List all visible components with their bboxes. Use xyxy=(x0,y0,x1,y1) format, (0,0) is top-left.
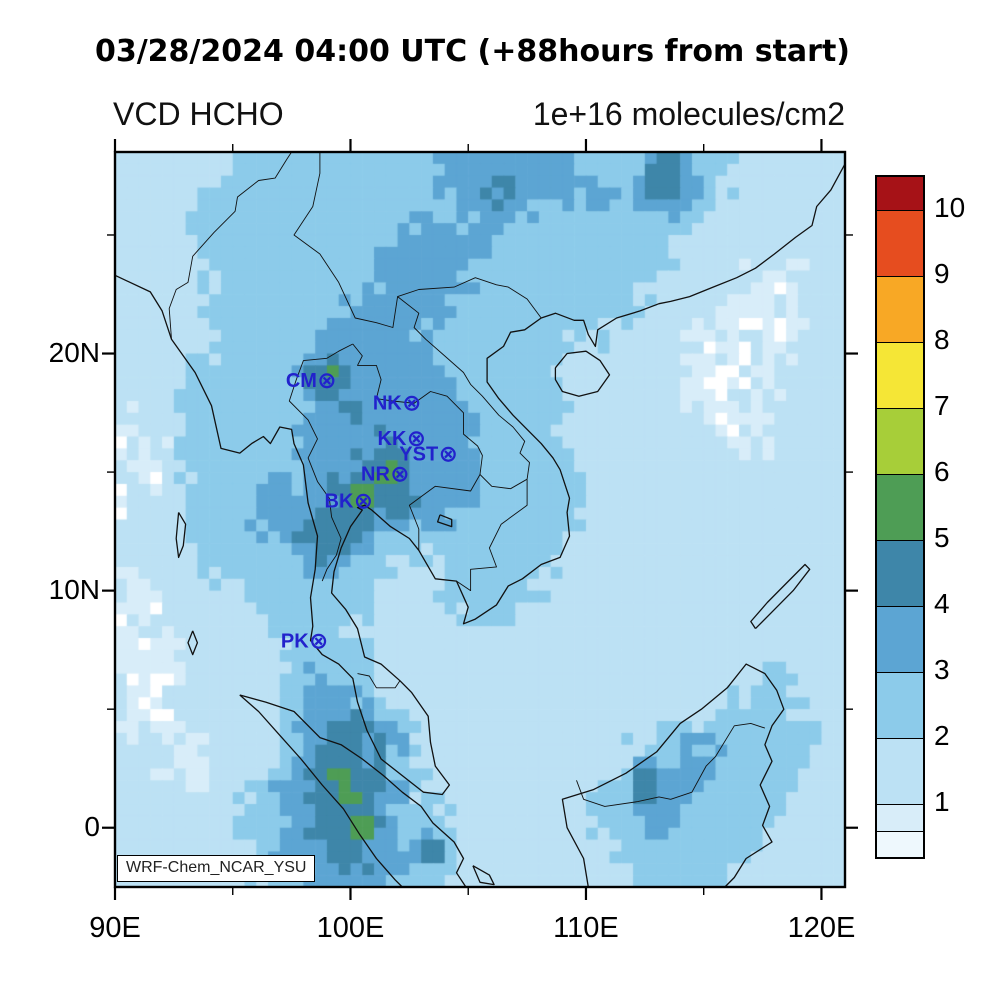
y-axis-tick-label: 0 xyxy=(84,810,100,842)
x-axis-tick-label: 120E xyxy=(787,912,856,944)
colorbar-segment xyxy=(877,540,923,607)
x-axis-tick-label: 90E xyxy=(89,912,141,944)
plot-title: 03/28/2024 04:00 UTC (+88hours from star… xyxy=(94,34,851,69)
model-watermark: WRF-Chem_NCAR_YSU xyxy=(117,855,316,882)
colorbar-segment xyxy=(877,804,923,831)
colorbar-segment xyxy=(877,830,923,857)
colorbar-tick-label: 1 xyxy=(934,786,950,818)
colorbar-tick-label: 3 xyxy=(934,654,950,686)
colorbar-tick-label: 9 xyxy=(934,258,950,290)
colorbar-segment xyxy=(877,342,923,409)
colorbar-segment xyxy=(877,738,923,805)
colorbar-tick-label: 2 xyxy=(934,720,950,752)
variable-label: VCD HCHO xyxy=(113,96,284,132)
colorbar-tick-label: 4 xyxy=(934,588,950,620)
hcho-concentration-heatmap xyxy=(115,152,845,887)
colorbar-segment xyxy=(877,474,923,541)
colorbar-segment xyxy=(877,177,923,210)
y-axis-tick-label: 20N xyxy=(48,336,100,368)
colorbar-tick-label: 7 xyxy=(934,390,950,422)
colorbar-segment xyxy=(877,210,923,277)
colorbar xyxy=(875,175,925,859)
colorbar-tick-label: 10 xyxy=(934,192,966,223)
x-axis-tick-label: 110E xyxy=(553,912,619,944)
colorbar-segment xyxy=(877,606,923,673)
x-axis-tick-label: 100E xyxy=(316,912,385,944)
units-label: 1e+16 molecules/cm2 xyxy=(532,96,845,132)
colorbar-segment xyxy=(877,408,923,475)
colorbar-segment xyxy=(877,672,923,739)
colorbar-segment xyxy=(877,276,923,343)
y-axis-tick-label: 10N xyxy=(48,573,100,605)
colorbar-tick-label: 5 xyxy=(934,522,950,554)
colorbar-tick-label: 8 xyxy=(934,324,950,356)
colorbar-tick-label: 6 xyxy=(934,456,950,488)
